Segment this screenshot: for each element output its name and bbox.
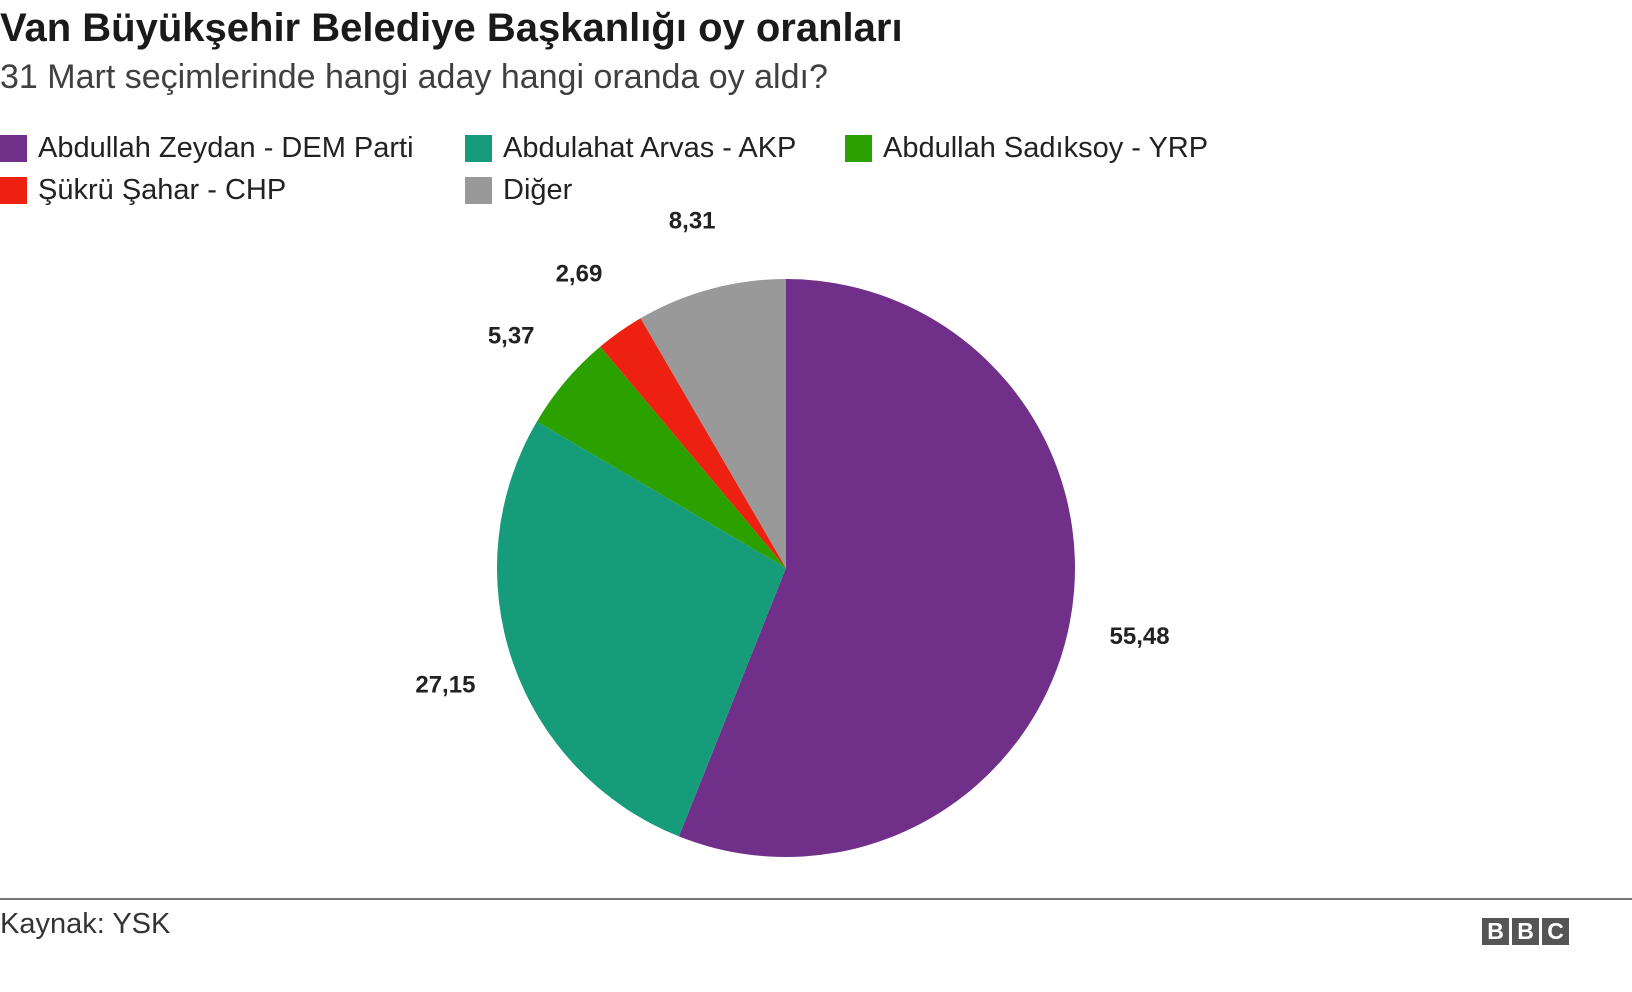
- legend-swatch: [465, 135, 492, 162]
- pie-slice: [678, 279, 1075, 857]
- data-label: 8,31: [669, 207, 716, 234]
- data-label: 2,69: [556, 260, 603, 287]
- legend-item: Şükrü Şahar - CHP: [0, 174, 286, 207]
- legend-item: Diğer: [465, 174, 572, 207]
- legend-swatch: [0, 135, 27, 162]
- legend-swatch: [465, 177, 492, 204]
- legend-label: Abdullah Sadıksoy - YRP: [883, 132, 1209, 164]
- pie-chart: 55,48 27,15 5,37 2,69 8,31: [415, 207, 1170, 857]
- legend-label: Şükrü Şahar - CHP: [38, 174, 287, 206]
- legend-item: Abdullah Sadıksoy - YRP: [845, 132, 1208, 165]
- chart-title: Van Büyükşehir Belediye Başkanlığı oy or…: [0, 6, 903, 50]
- pie-slice: [536, 346, 786, 568]
- data-label: 55,48: [1110, 623, 1170, 650]
- legend-label: Abdulahat Arvas - AKP: [503, 132, 797, 164]
- pie-slice: [496, 421, 786, 837]
- legend-label: Diğer: [503, 174, 573, 206]
- data-label: 27,15: [415, 672, 475, 699]
- legend-swatch: [845, 135, 872, 162]
- pie-slice: [600, 318, 786, 568]
- pie-slice: [640, 279, 786, 568]
- legend-item: Abdullah Zeydan - DEM Parti: [0, 132, 414, 165]
- legend-item: Abdulahat Arvas - AKP: [465, 132, 796, 165]
- source-note: Kaynak: YSK: [0, 908, 171, 940]
- chart-subtitle: 31 Mart seçimlerinde hangi aday hangi or…: [0, 58, 828, 96]
- divider: [0, 898, 1632, 900]
- legend-label: Abdullah Zeydan - DEM Parti: [38, 132, 414, 164]
- legend-swatch: [0, 177, 27, 204]
- data-label: 5,37: [488, 322, 535, 349]
